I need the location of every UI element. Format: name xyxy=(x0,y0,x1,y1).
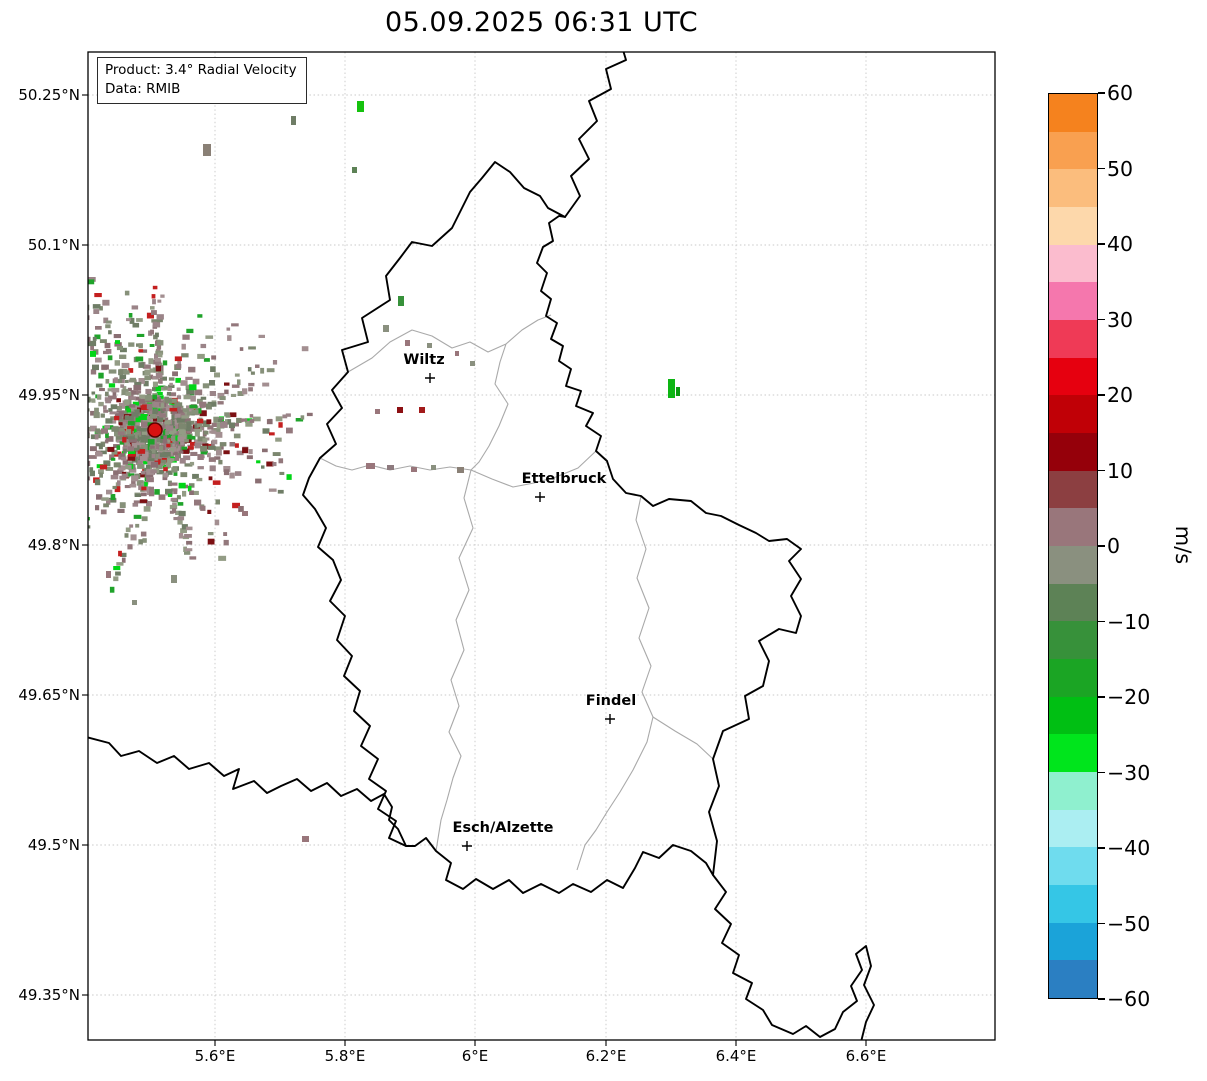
colorbar-tick-label: −60 xyxy=(1107,987,1151,1011)
colorbar-tick-label: 0 xyxy=(1107,534,1121,558)
colorbar-tick-label: 30 xyxy=(1107,307,1134,332)
colorbar-segment xyxy=(1049,621,1097,660)
colorbar-segment xyxy=(1049,885,1097,923)
colorbar-segment xyxy=(1049,395,1097,434)
colorbar-tick-mark xyxy=(1098,847,1105,849)
lat-tick-label: 49.8°N xyxy=(27,536,80,554)
france-germany-border xyxy=(712,874,875,1040)
city-marker xyxy=(605,714,615,724)
lon-tick-label: 6.4°E xyxy=(715,1047,757,1065)
lat-tick-label: 49.35°N xyxy=(18,986,80,1004)
city-label: Esch/Alzette xyxy=(452,820,554,836)
colorbar-tick-label: 50 xyxy=(1107,156,1134,181)
colorbar-tick-mark xyxy=(1098,620,1105,623)
luxembourg-border xyxy=(302,161,802,894)
plot-border xyxy=(87,51,996,1041)
colorbar-segment xyxy=(1049,772,1097,810)
colorbar-segment xyxy=(1049,131,1097,170)
colorbar-tick-mark xyxy=(1098,922,1105,925)
colorbar-tick-label: 40 xyxy=(1107,232,1134,256)
colorbar-segment xyxy=(1049,94,1097,132)
france-belgium-border xyxy=(88,736,407,847)
colorbar-segment xyxy=(1049,508,1097,547)
colorbar-segment xyxy=(1049,922,1097,961)
colorbar-tick-mark xyxy=(1098,696,1105,698)
colorbar-tick-mark xyxy=(1098,771,1105,774)
colorbar-segment xyxy=(1049,244,1097,283)
lon-tick-label: 6°E xyxy=(461,1047,489,1065)
colorbar-tick-mark xyxy=(1098,318,1105,321)
colorbar-tick-mark xyxy=(1098,167,1105,170)
colorbar-segment xyxy=(1049,809,1097,848)
colorbar-tick-mark xyxy=(1098,394,1105,396)
radar-site-dot xyxy=(147,422,163,438)
colorbar-tick-label: −30 xyxy=(1107,760,1151,785)
colorbar-segment xyxy=(1049,583,1097,622)
colorbar-tick-mark xyxy=(1098,92,1105,94)
lon-tick-label: 5.8°E xyxy=(324,1047,366,1065)
colorbar-unit-label: m/s xyxy=(1171,525,1195,565)
country-borders xyxy=(88,52,875,1040)
lat-tick-label: 50.1°N xyxy=(27,236,80,254)
colorbar-tick-label: 20 xyxy=(1107,383,1134,407)
city-markers xyxy=(425,373,615,851)
lon-tick-label: 5.6°E xyxy=(194,1047,236,1065)
legend-product-line: Product: 3.4° Radial Velocity xyxy=(105,62,297,78)
colorbar-tick-label: −10 xyxy=(1107,609,1151,634)
colorbar-segment xyxy=(1049,696,1097,735)
colorbar-tick-label: −50 xyxy=(1107,911,1151,936)
city-marker xyxy=(462,841,472,851)
city-label: Findel xyxy=(585,693,637,709)
colorbar-segment xyxy=(1049,282,1097,321)
belgium-germany-border xyxy=(564,52,627,218)
timestamp-title: 05.09.2025 06:31 UTC xyxy=(384,7,699,38)
colorbar-segment xyxy=(1049,470,1097,509)
colorbar-tick-mark xyxy=(1098,469,1105,472)
lat-tick-label: 49.65°N xyxy=(18,686,80,704)
colorbar-segment xyxy=(1049,357,1097,396)
colorbar-tick-mark xyxy=(1098,243,1105,245)
lat-tick-label: 49.5°N xyxy=(27,836,80,854)
city-marker xyxy=(535,492,545,502)
colorbar-segment xyxy=(1049,960,1097,999)
colorbar xyxy=(1048,93,1098,999)
lat-tick-label: 50.25°N xyxy=(18,86,80,104)
colorbar-tick-mark xyxy=(1098,545,1105,547)
lon-tick-label: 6.6°E xyxy=(845,1047,887,1065)
colorbar-tick-label: −40 xyxy=(1107,836,1151,860)
legend-data-line: Data: RMIB xyxy=(105,80,181,97)
colorbar-segment xyxy=(1049,320,1097,358)
map-borders xyxy=(88,52,875,1040)
legend-box: Product: 3.4° Radial Velocity Data: RMIB xyxy=(97,57,307,104)
city-marker xyxy=(425,373,435,383)
gridlines xyxy=(88,52,995,1040)
lon-tick-label: 6.2°E xyxy=(585,1047,627,1065)
colorbar-segment xyxy=(1049,734,1097,773)
lat-tick-label: 49.95°N xyxy=(18,386,80,404)
colorbar-tick-label: −20 xyxy=(1107,685,1151,709)
colorbar-segment xyxy=(1049,546,1097,584)
colorbar-tick-label: 10 xyxy=(1107,458,1134,483)
colorbar-segment xyxy=(1049,169,1097,208)
colorbar-segment xyxy=(1049,847,1097,886)
colorbar-segment xyxy=(1049,433,1097,471)
colorbar-segment xyxy=(1049,207,1097,245)
radar-echo-layer xyxy=(88,101,680,842)
city-label: Ettelbruck xyxy=(521,471,607,487)
colorbar-segment xyxy=(1049,659,1097,697)
colorbar-tick-mark xyxy=(1098,998,1105,1000)
axis-tick-marks xyxy=(82,94,867,1046)
city-label: Wiltz xyxy=(403,352,445,368)
colorbar-tick-label: 60 xyxy=(1107,81,1134,105)
